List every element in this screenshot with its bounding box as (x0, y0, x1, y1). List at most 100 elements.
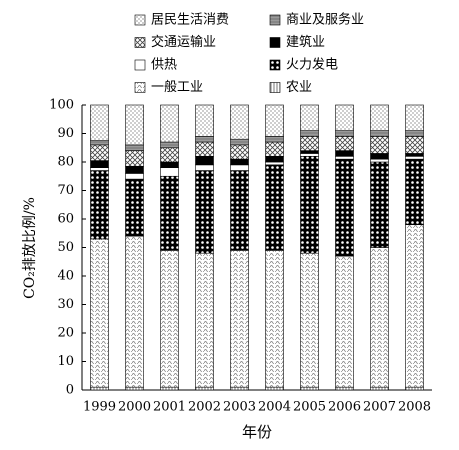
legend-label: 火力发电 (286, 57, 338, 73)
bar-segment (230, 144, 249, 160)
x-tick-label: 2007 (363, 400, 396, 415)
bar-segment (230, 158, 249, 166)
legend-label: 一般工业 (151, 79, 203, 95)
bar-segment (265, 386, 284, 391)
bar-segment (370, 161, 389, 248)
x-tick-label: 1999 (83, 400, 116, 415)
bar-segment (335, 150, 354, 157)
bar-segment (90, 386, 109, 391)
bar-segment (335, 104, 354, 131)
bar-segment (405, 156, 424, 160)
bar-segment (125, 235, 144, 388)
bar-segment (195, 252, 214, 388)
legend-swatch (269, 37, 281, 48)
bar-segment (230, 170, 249, 251)
bar-segment (370, 158, 389, 163)
bar-segment (300, 130, 319, 137)
bar-segment (300, 156, 319, 254)
legend-swatch (134, 14, 146, 26)
y-tick-label: 10 (57, 354, 74, 369)
bar-segment (195, 170, 214, 254)
x-tick-label: 2008 (398, 400, 431, 415)
bar-segment (405, 104, 424, 131)
bar-segment (335, 386, 354, 391)
bar-segment (300, 252, 319, 388)
bar-segment (265, 141, 284, 157)
legend-label: 商业及服务业 (286, 12, 364, 28)
y-tick-label: 90 (57, 126, 74, 141)
bar-segment (195, 164, 214, 171)
bar-segment (300, 153, 319, 157)
bar-segment (405, 386, 424, 391)
x-tick-label: 2001 (153, 400, 186, 415)
bar-segment (300, 386, 319, 391)
legend-swatch (134, 82, 146, 93)
y-tick-label: 70 (57, 183, 74, 198)
bar-segment (160, 147, 179, 163)
bar-segment (265, 156, 284, 163)
bar-segment (370, 136, 389, 154)
y-tick-label: 50 (57, 240, 74, 255)
bar-segment (300, 136, 319, 151)
bar-segment (335, 255, 354, 388)
bar-segment (405, 153, 424, 157)
y-tick-label: 100 (49, 98, 74, 113)
bar-segment (405, 158, 424, 225)
legend-label: 居民生活消费 (151, 13, 229, 28)
bar-segment (195, 386, 214, 391)
y-axis-label: CO₂排放比例/% (22, 197, 38, 299)
legend-label: 农业 (286, 80, 312, 95)
bar-segment (90, 167, 109, 171)
bar-segment (90, 144, 109, 161)
bar-segment (125, 150, 144, 167)
bar-segment (195, 136, 214, 143)
bar-segment (265, 136, 284, 143)
bar-segment (370, 104, 389, 131)
bar-segment (300, 150, 319, 154)
y-tick-label: 0 (66, 383, 74, 398)
legend-swatch (134, 37, 146, 48)
bar-segment (160, 104, 179, 143)
bar-segment (300, 104, 319, 131)
bar-segment (125, 178, 144, 237)
bar-segment (405, 136, 424, 154)
bar-segment (125, 386, 144, 391)
x-tick-label: 2002 (188, 400, 221, 415)
bar-segment (405, 130, 424, 137)
bar-segment (370, 153, 389, 160)
bar-segment (335, 136, 354, 151)
bar-segment (160, 161, 179, 168)
bar-segment (90, 104, 109, 141)
bar-segment (160, 167, 179, 177)
bar-segment (265, 250, 284, 388)
bar-segment (125, 104, 144, 146)
bar-segment (160, 386, 179, 391)
bar-segment (335, 156, 354, 160)
bar-segment (230, 138, 249, 146)
bar-segment (90, 170, 109, 240)
legend-swatch (269, 14, 281, 26)
bar-segment (125, 173, 144, 180)
x-axis-label: 年份 (242, 423, 272, 441)
legend-label: 交通运输业 (151, 34, 216, 50)
bar-segment (370, 386, 389, 391)
bar-segment (230, 104, 249, 140)
bar-segment (335, 130, 354, 137)
y-tick-label: 60 (57, 212, 74, 227)
bar-segment (125, 165, 144, 174)
bar-segment (195, 156, 214, 166)
y-tick-label: 40 (57, 269, 74, 284)
bar-segment (265, 164, 284, 251)
x-tick-label: 2006 (328, 400, 361, 415)
x-tick-label: 2000 (118, 400, 151, 415)
bar-segment (370, 247, 389, 388)
legend-label: 供热 (151, 58, 177, 73)
legend-swatch (269, 59, 281, 71)
bar-segment (230, 386, 249, 391)
x-tick-label: 2005 (293, 400, 326, 415)
bar-segment (125, 144, 144, 151)
bar-segment (90, 238, 109, 388)
legend-swatch (134, 59, 146, 71)
legend-swatch (269, 82, 281, 93)
